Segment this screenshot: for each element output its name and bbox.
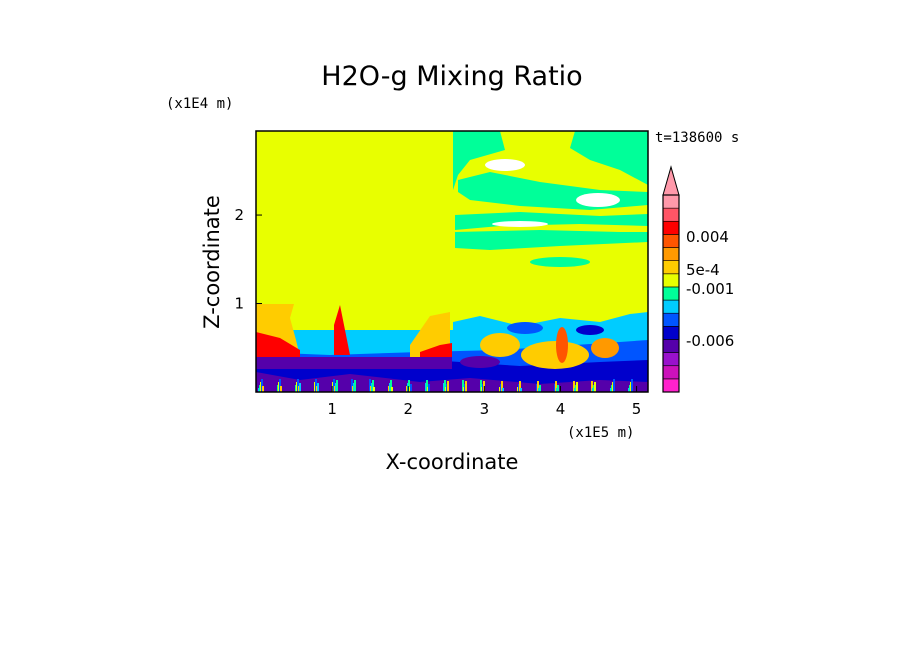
contour-region	[408, 380, 410, 392]
colorbar-bin	[662, 286, 680, 301]
time-label: t=138600 s	[655, 130, 739, 146]
contour-region	[502, 388, 504, 392]
contour-region	[262, 386, 264, 392]
colorbar-bin	[662, 207, 680, 222]
colorbar-bin	[662, 365, 680, 380]
contour-region	[480, 333, 520, 357]
contour-region	[426, 380, 428, 392]
colorbar-label: -0.006	[686, 332, 734, 350]
chart-title: H2O-g Mixing Ratio	[321, 61, 582, 92]
contour-region	[410, 384, 412, 392]
contour-region	[420, 343, 452, 357]
contour-region	[256, 357, 452, 369]
colorbar-frame	[662, 194, 680, 393]
contour-region	[521, 341, 589, 369]
y-tick-label: 1	[234, 295, 244, 313]
contour-region	[354, 380, 356, 392]
y-axis-label: Z-coordinate	[200, 195, 224, 329]
contour-region	[480, 380, 482, 392]
x-ticks: 1 2 3 4 5	[327, 386, 641, 418]
contour-region	[613, 379, 615, 392]
y-tick-label: 2	[234, 206, 244, 224]
colorbar-label: -0.001	[686, 280, 734, 298]
colorbar-bin	[662, 273, 680, 288]
contour-region	[501, 381, 503, 392]
contour-region	[299, 383, 301, 392]
contour-region	[369, 379, 371, 392]
y-ticks: 12	[234, 206, 262, 313]
contour-region	[279, 379, 281, 392]
contour-region	[555, 381, 557, 392]
contour-region	[576, 382, 578, 392]
x-tick-label: 1	[327, 400, 337, 418]
contour-region	[556, 327, 568, 363]
contour-region	[444, 380, 446, 392]
x-unit-label: (x1E5 m)	[567, 425, 634, 441]
contour-region	[317, 383, 319, 392]
contour-region	[570, 131, 648, 185]
colorbar-bin	[662, 194, 680, 209]
x-axis-label: X-coordinate	[386, 450, 519, 474]
colorbar-label: 0.004	[686, 228, 729, 246]
colorbar-bin	[662, 326, 680, 340]
contour-region	[492, 221, 548, 227]
plot-frame	[255, 130, 649, 393]
x-tick-label: 2	[403, 400, 413, 418]
y-unit-label: (x1E4 m)	[166, 96, 233, 112]
colorbar-extend-arrow	[662, 165, 680, 196]
contour-region	[333, 379, 335, 392]
contour-region	[520, 388, 522, 392]
contour-region	[315, 379, 317, 392]
colorbar-bin	[662, 378, 680, 393]
contour-field	[256, 131, 648, 392]
x-tick-label: 4	[556, 400, 566, 418]
contour-region	[280, 386, 282, 392]
contour-region	[256, 332, 300, 357]
contour-region	[591, 338, 619, 358]
colorbar-bin	[662, 339, 680, 353]
contour-region	[336, 380, 338, 392]
contour-region	[530, 257, 590, 267]
contour-region	[453, 131, 505, 190]
contour-region	[428, 384, 430, 392]
contour-region	[507, 322, 543, 334]
contour-region	[573, 381, 575, 392]
contour-region	[519, 381, 521, 392]
contour-region	[591, 381, 593, 392]
colorbar-bin	[662, 312, 680, 327]
contour-region	[460, 356, 500, 368]
contour-region	[334, 305, 350, 355]
colorbar-bin	[662, 247, 680, 261]
x-tick-label: 3	[480, 400, 490, 418]
contour-region	[537, 381, 539, 392]
contour-region	[557, 385, 559, 392]
contour-region	[576, 193, 620, 207]
contour-region	[594, 382, 596, 392]
colorbar-bin	[662, 352, 680, 367]
contour-region	[485, 159, 525, 171]
contour-region	[462, 380, 464, 392]
contour-region	[631, 379, 633, 392]
colorbar-label: 5e-4	[686, 261, 720, 279]
contour-region	[539, 385, 541, 392]
contour-region	[373, 387, 375, 392]
contour-region	[372, 380, 374, 392]
contour-region	[261, 379, 263, 392]
contour-region	[447, 381, 449, 392]
contour-region	[390, 380, 392, 392]
colorbar-bin	[662, 299, 680, 314]
contour-region	[297, 379, 299, 392]
contour-region	[576, 325, 604, 335]
x-tick-label: 5	[632, 400, 642, 418]
colorbar-bin	[662, 234, 680, 248]
contour-region	[391, 387, 393, 392]
contour-region	[465, 381, 467, 392]
colorbar-bin	[662, 220, 680, 235]
contour-region	[455, 230, 648, 250]
contour-region	[351, 379, 353, 392]
colorbar: 0.004 5e-4-0.001 -0.006	[662, 165, 734, 393]
colorbar-bin	[662, 260, 680, 275]
